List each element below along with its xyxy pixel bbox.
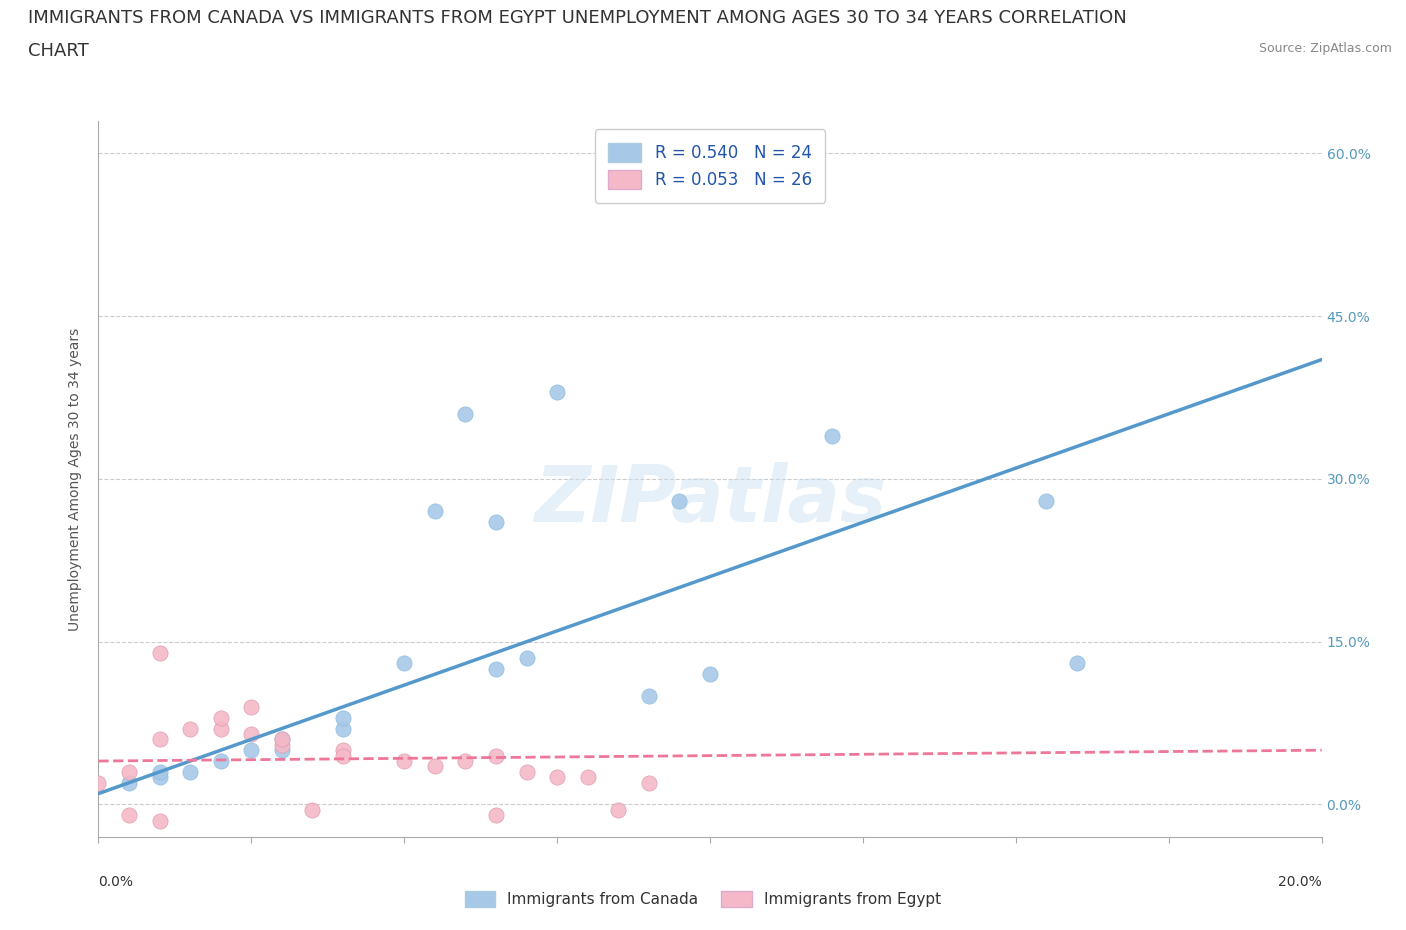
Point xyxy=(240,699,263,714)
Point xyxy=(546,385,568,400)
Text: Source: ZipAtlas.com: Source: ZipAtlas.com xyxy=(1258,42,1392,55)
Point xyxy=(546,770,568,785)
Point xyxy=(179,721,201,736)
Text: IMMIGRANTS FROM CANADA VS IMMIGRANTS FROM EGYPT UNEMPLOYMENT AMONG AGES 30 TO 34: IMMIGRANTS FROM CANADA VS IMMIGRANTS FRO… xyxy=(28,9,1126,27)
Text: ZIPatlas: ZIPatlas xyxy=(534,462,886,538)
Point xyxy=(392,753,416,768)
Point xyxy=(1035,493,1057,508)
Legend: Immigrants from Canada, Immigrants from Egypt: Immigrants from Canada, Immigrants from … xyxy=(458,884,948,913)
Point xyxy=(209,753,232,768)
Point xyxy=(270,743,292,758)
Point xyxy=(149,813,172,829)
Text: 0.0%: 0.0% xyxy=(98,875,134,889)
Point xyxy=(699,667,721,682)
Point xyxy=(332,721,354,736)
Point xyxy=(423,504,446,519)
Point xyxy=(516,651,538,666)
Point xyxy=(118,776,141,790)
Point xyxy=(209,711,232,725)
Point xyxy=(637,688,661,703)
Point xyxy=(332,743,354,758)
Point xyxy=(485,661,508,676)
Point xyxy=(332,748,354,763)
Point xyxy=(118,764,141,779)
Point xyxy=(270,737,292,752)
Point xyxy=(149,770,172,785)
Point xyxy=(392,656,416,671)
Point xyxy=(730,179,752,193)
Point xyxy=(240,743,263,758)
Point xyxy=(637,776,661,790)
Point xyxy=(516,764,538,779)
Text: 20.0%: 20.0% xyxy=(1278,875,1322,889)
Y-axis label: Unemployment Among Ages 30 to 34 years: Unemployment Among Ages 30 to 34 years xyxy=(69,327,83,631)
Point xyxy=(149,764,172,779)
Point xyxy=(149,645,172,660)
Point xyxy=(668,493,690,508)
Point xyxy=(821,428,844,443)
Legend: R = 0.540   N = 24, R = 0.053   N = 26: R = 0.540 N = 24, R = 0.053 N = 26 xyxy=(595,129,825,203)
Point xyxy=(423,759,446,774)
Point xyxy=(270,732,292,747)
Point xyxy=(270,732,292,747)
Point xyxy=(149,732,172,747)
Text: CHART: CHART xyxy=(28,42,89,60)
Point xyxy=(454,406,477,421)
Point xyxy=(87,776,110,790)
Point xyxy=(1066,656,1088,671)
Point xyxy=(118,808,141,823)
Point xyxy=(485,515,508,530)
Point xyxy=(607,803,630,817)
Point xyxy=(576,770,599,785)
Point xyxy=(240,726,263,741)
Point xyxy=(485,808,508,823)
Point xyxy=(332,711,354,725)
Point xyxy=(179,764,201,779)
Point xyxy=(209,721,232,736)
Point xyxy=(454,753,477,768)
Point xyxy=(301,803,323,817)
Point xyxy=(485,748,508,763)
